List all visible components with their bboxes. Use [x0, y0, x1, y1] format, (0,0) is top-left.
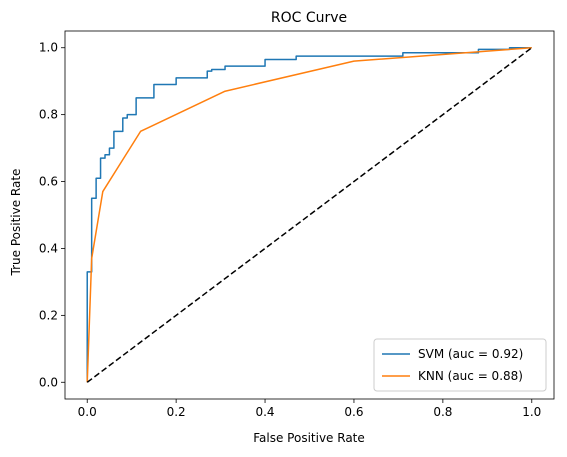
- y-tick-label: 1.0: [39, 41, 58, 55]
- x-tick-label: 0.2: [167, 405, 186, 419]
- y-tick-label: 0.0: [39, 375, 58, 389]
- legend-label-0: SVM (auc = 0.92): [418, 347, 523, 361]
- series-line-1: [86, 46, 532, 383]
- chart-title: ROC Curve: [271, 10, 347, 26]
- x-tick-label: 0.0: [78, 405, 97, 419]
- x-tick-label: 1.0: [522, 405, 541, 419]
- plot-area: [86, 46, 533, 383]
- axes: 0.0 0.2 0.4 0.6 0.8 1.0 0.0 0.2 0.4 0.6 0.8 1.0: [39, 30, 555, 419]
- legend-label-1: KNN (auc = 0.88): [418, 369, 523, 383]
- x-tick-label: 0.6: [344, 405, 363, 419]
- axes-frame: [64, 30, 555, 400]
- diagonal-reference-line: [86, 47, 533, 383]
- x-tick-label: 0.4: [255, 405, 274, 419]
- y-tick-label: 0.8: [39, 108, 58, 122]
- y-tick-label: 0.4: [39, 241, 58, 255]
- series-line-0: [86, 46, 532, 383]
- x-tick-label: 0.8: [433, 405, 452, 419]
- y-axis-label: True Positive Rate: [9, 169, 23, 277]
- y-tick-label: 0.2: [39, 308, 58, 322]
- legend-box: [373, 338, 547, 392]
- legend: SVM (auc = 0.92) KNN (auc = 0.88): [373, 338, 547, 392]
- x-axis-label: False Positive Rate: [253, 431, 365, 445]
- y-tick-label: 0.6: [39, 175, 58, 189]
